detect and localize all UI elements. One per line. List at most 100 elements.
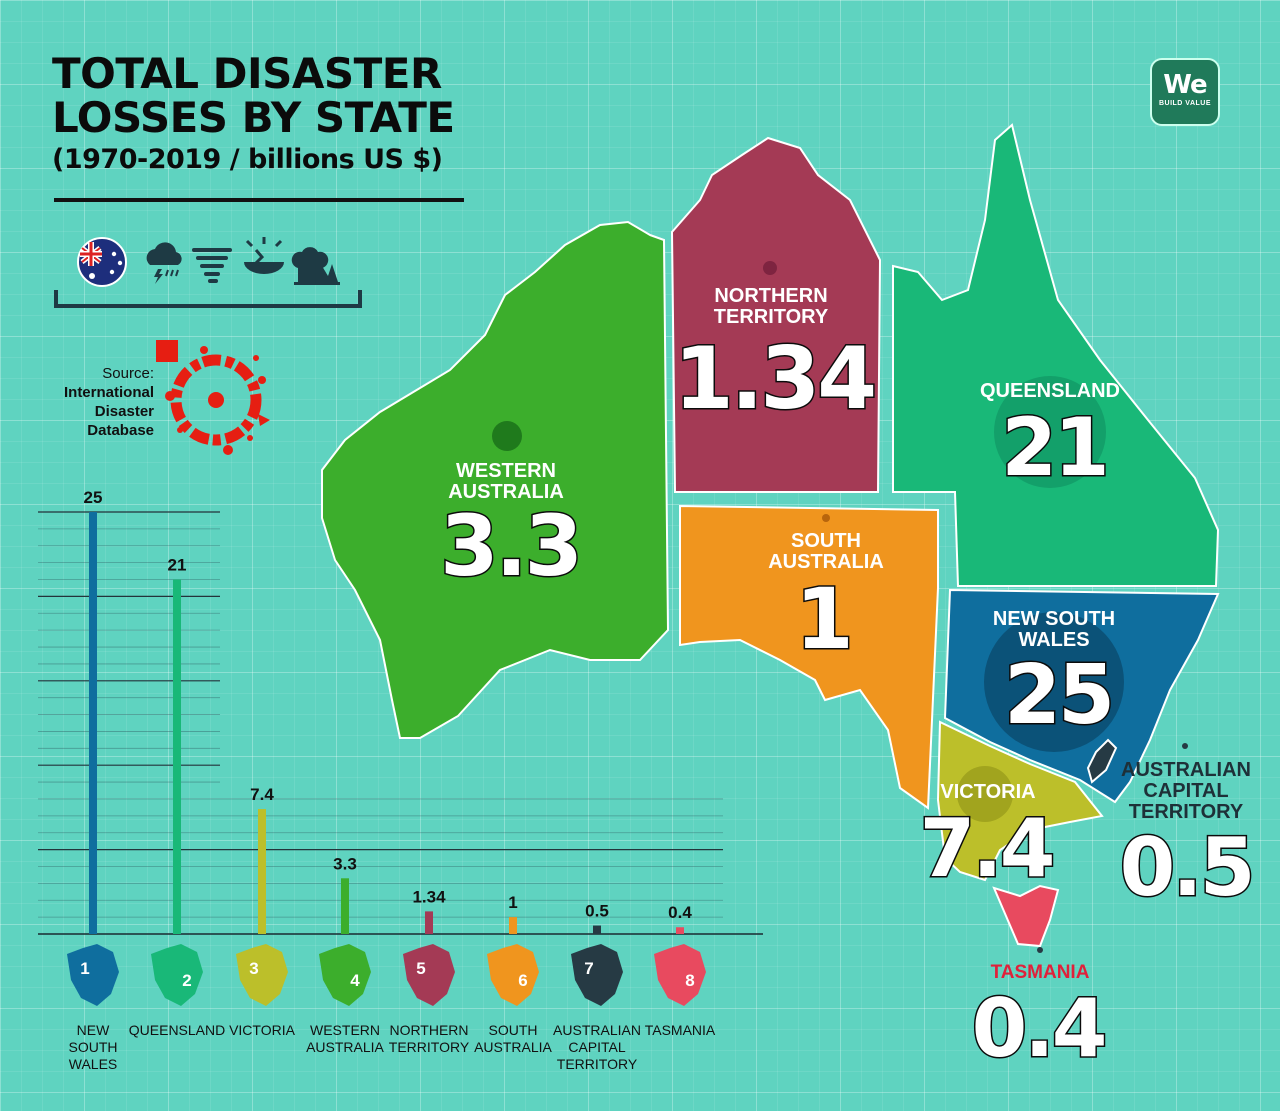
map-region-australian-capital-territory [1086, 738, 1118, 784]
bar-south-australia [509, 917, 517, 934]
state-silhouette [151, 944, 203, 1006]
label-south-australia-line1: SOUTH [791, 530, 861, 552]
tornado-icon [192, 248, 232, 283]
source-splatter-graphic [156, 340, 270, 455]
label-act-line2: CAPITAL [1143, 780, 1228, 802]
icon-row-bracket [54, 290, 362, 308]
value-new-south-wales: 25 [1004, 648, 1112, 743]
label-act-line3: TERRITORY [1129, 801, 1244, 823]
state-rank: 1 [80, 959, 89, 978]
bar-northern-territory [425, 911, 433, 934]
label-south-australia-line2: AUSTRALIA [768, 551, 884, 573]
category-label: WESTERN [310, 1022, 380, 1038]
title-rule [54, 198, 464, 202]
storm-cloud-icon [146, 242, 182, 284]
bar-western-australia [341, 878, 349, 934]
category-label: SOUTH [489, 1022, 538, 1038]
state-rank: 5 [416, 959, 425, 978]
value-northern-territory: 1.34 [674, 329, 874, 429]
map-region-south-australia [679, 504, 939, 810]
source-credit: Source: International Disaster Database [20, 364, 154, 440]
bar-value-label: 0.4 [668, 903, 692, 922]
value-act: 0.5 [1120, 821, 1253, 914]
map-region-queensland [892, 123, 1220, 587]
marker-victoria [957, 766, 1013, 822]
bar-queensland [173, 579, 181, 934]
value-victoria: 7.4 [920, 802, 1053, 895]
brand-logo: We BUILD VALUE [1150, 58, 1220, 126]
category-label: AUSTRALIAN [553, 1022, 641, 1038]
state-rank: 8 [685, 971, 694, 990]
category-label: CAPITAL [568, 1039, 626, 1055]
state-icon-1: 1 [67, 944, 119, 1006]
category-label: QUEENSLAND [129, 1022, 225, 1038]
state-silhouette [67, 944, 119, 1006]
earthquake-icon [244, 237, 284, 274]
state-icon-6: 6 [487, 944, 539, 1006]
map-region-tasmania [992, 884, 1060, 948]
state-icon-8: 8 [654, 944, 706, 1006]
marker-western-australia [492, 421, 522, 451]
map-region-northern-territory [670, 136, 882, 493]
bar-value-label: 0.5 [585, 902, 609, 921]
source-label: Source: [102, 365, 154, 382]
hazard-icon-row [54, 237, 362, 308]
state-silhouette [319, 944, 371, 1006]
label-western-australia-line2: AUSTRALIA [448, 481, 564, 503]
state-silhouette [571, 944, 623, 1006]
value-tasmania: 0.4 [972, 982, 1105, 1075]
bar-new-south-wales [89, 512, 97, 934]
category-label: WALES [69, 1056, 118, 1072]
australia-flag-icon [77, 237, 127, 287]
label-northern-territory-line1: NORTHERN [714, 285, 827, 307]
label-act-line1: AUSTRALIAN [1121, 759, 1251, 781]
source-line-1: International [63, 384, 154, 401]
state-icon-2: 2 [151, 944, 203, 1006]
state-silhouette [403, 944, 455, 1006]
marker-new-south-wales [984, 612, 1124, 752]
bar-value-label: 21 [168, 556, 187, 575]
label-western-australia-line1: WESTERN [456, 460, 556, 482]
category-label: NEW [77, 1022, 110, 1038]
bar-chart-gridlines [38, 511, 763, 935]
category-label: AUSTRALIA [474, 1039, 552, 1055]
category-label: TASMANIA [645, 1022, 716, 1038]
value-western-australia: 3.3 [440, 497, 580, 595]
bar-value-label: 7.4 [250, 785, 274, 804]
title-line-2: LOSSES BY STATE [52, 93, 455, 142]
category-label: VICTORIA [229, 1022, 296, 1038]
label-victoria: VICTORIA [940, 781, 1035, 803]
state-rank: 4 [350, 971, 360, 990]
bar-value-label: 1.34 [412, 887, 446, 906]
state-rank: 7 [584, 959, 593, 978]
bar-tasmania [676, 927, 684, 934]
category-label: TERRITORY [557, 1056, 638, 1072]
state-rank: 3 [249, 959, 258, 978]
value-south-australia: 1 [795, 570, 850, 668]
state-icon-3: 3 [236, 944, 288, 1006]
source-line-2: Disaster [94, 403, 154, 420]
value-queensland: 21 [1001, 401, 1106, 494]
wildfire-icon [291, 247, 340, 285]
category-label: NORTHERN [389, 1022, 468, 1038]
label-northern-territory-line2: TERRITORY [714, 306, 829, 328]
state-rank: 2 [182, 971, 191, 990]
bar-australian-capital-territory [593, 925, 601, 934]
state-silhouette [487, 944, 539, 1006]
state-silhouette [654, 944, 706, 1006]
label-new-south-wales-line2: WALES [1018, 629, 1089, 651]
bar-value-label: 3.3 [333, 854, 357, 873]
map-region-new-south-wales [943, 588, 1220, 804]
title-line-1: TOTAL DISASTER [52, 49, 442, 98]
marker-australian-capital-territory [1182, 743, 1188, 749]
bar-victoria [258, 809, 266, 934]
marker-south-australia [822, 514, 830, 522]
map-region-victoria [936, 720, 1104, 882]
state-icon-5: 5 [403, 944, 455, 1006]
state-rank: 6 [518, 971, 527, 990]
marker-queensland [994, 376, 1106, 488]
category-label: SOUTH [69, 1039, 118, 1055]
page-subtitle: (1970-2019 / billions US $) [52, 144, 443, 175]
logo-mark: We [1163, 70, 1207, 100]
marker-tasmania [1037, 947, 1043, 953]
